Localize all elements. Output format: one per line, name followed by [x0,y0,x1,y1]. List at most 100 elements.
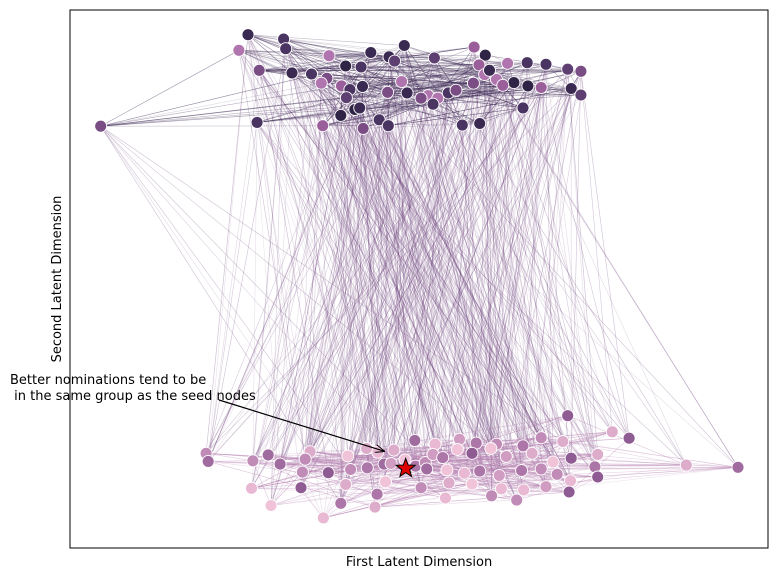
edge-cross [291,72,385,465]
edge-cross [404,45,542,438]
edge-cross [309,107,360,452]
edge-cross [302,128,364,473]
node-bottom-group [556,435,570,448]
edge-cross [490,82,515,449]
edge-cross [390,45,405,464]
edge-cross [328,55,477,444]
node-top-group [316,119,330,133]
node-top-group [364,46,378,59]
edge-cross [378,119,571,481]
edge-cross [383,74,485,465]
edge-cross [464,64,480,474]
edge-cross [478,64,596,467]
node-bottom-group [273,457,287,471]
edge-cross [354,109,547,487]
edge-cross [340,74,485,504]
edge-cross [387,92,547,487]
edge-top-group [479,79,497,124]
edge-bottom-group [328,472,492,497]
node-top-group [397,39,411,52]
edge-top-group [328,52,371,56]
edge-cross [540,87,630,439]
edge-cross [322,125,434,455]
edge-cross [490,88,572,449]
edge-cross [350,107,524,470]
edge-cross [473,47,547,487]
edge-cross [388,125,558,475]
edge-cross [340,115,630,439]
edge-cross [205,34,249,454]
edge-bottom-group [367,467,547,487]
edge-cross [279,52,372,465]
node-top-group [534,81,548,94]
edge-top-group [100,107,360,127]
edge-cross [207,109,356,462]
edge-cross [406,92,598,455]
edge-cross [321,83,502,489]
seed-layer [394,456,417,478]
edge-cross [322,125,473,454]
edge-cross [311,73,571,481]
edge-cross [376,119,380,495]
node-top-group [395,75,409,89]
node-top-group [467,40,481,54]
node-top-group [339,91,353,105]
edge-cross [462,125,564,442]
node-bottom-group [370,487,384,501]
edge-cross [258,70,598,478]
edge-top-group [404,45,422,99]
edge-cross [350,47,475,470]
node-top-group [466,76,480,90]
edge-cross [387,92,507,457]
edge-cross [367,45,405,468]
edge-cross [354,109,368,468]
edge-cross [484,74,547,487]
node-top-group [94,119,108,133]
edge-top-group [321,82,528,87]
edge-bottom-group [374,431,613,508]
edge-cross [362,128,379,453]
edge-cross [349,89,500,476]
edge-cross [406,92,558,475]
edge-cross [285,48,524,446]
edge-cross [521,64,547,471]
node-bottom-group [379,475,392,489]
edge-top-group [326,78,356,110]
edge-cross [387,92,596,467]
edge-cross [207,70,260,462]
edge-cross [100,126,342,504]
edge-bottom-group [206,453,253,462]
node-bottom-group [341,449,355,463]
edge-top-group [489,68,568,71]
edge-bottom-group [479,470,547,487]
edge-cross [283,39,392,464]
edge-cross [462,124,630,439]
edge-cross [326,78,458,450]
edge-cross [207,86,363,462]
edge-bottom-group [251,470,480,489]
edge-cross [270,72,293,506]
annotation-arrow [218,399,384,451]
edge-cross [496,64,547,445]
edge-bottom-group [415,461,554,467]
edge-top-group [360,66,380,120]
edge-cross [321,83,542,438]
edge-cross [205,123,480,454]
edge-cross [100,125,450,484]
node-top-group [473,117,487,130]
edge-cross [376,87,542,495]
edge-top-group [462,71,582,126]
edge-cross [388,56,450,483]
edge-cross [300,73,312,488]
edge-cross [309,85,529,452]
edge-cross [471,64,547,454]
edge-cross [291,72,524,491]
node-top-group [501,56,515,70]
edge-top-group [404,45,463,126]
edge-cross [311,73,502,489]
edge-top-group [479,82,515,124]
edge-top-group [100,88,572,127]
edge-cross [345,65,524,446]
edge-cross [311,73,524,491]
edge-cross [340,109,356,504]
